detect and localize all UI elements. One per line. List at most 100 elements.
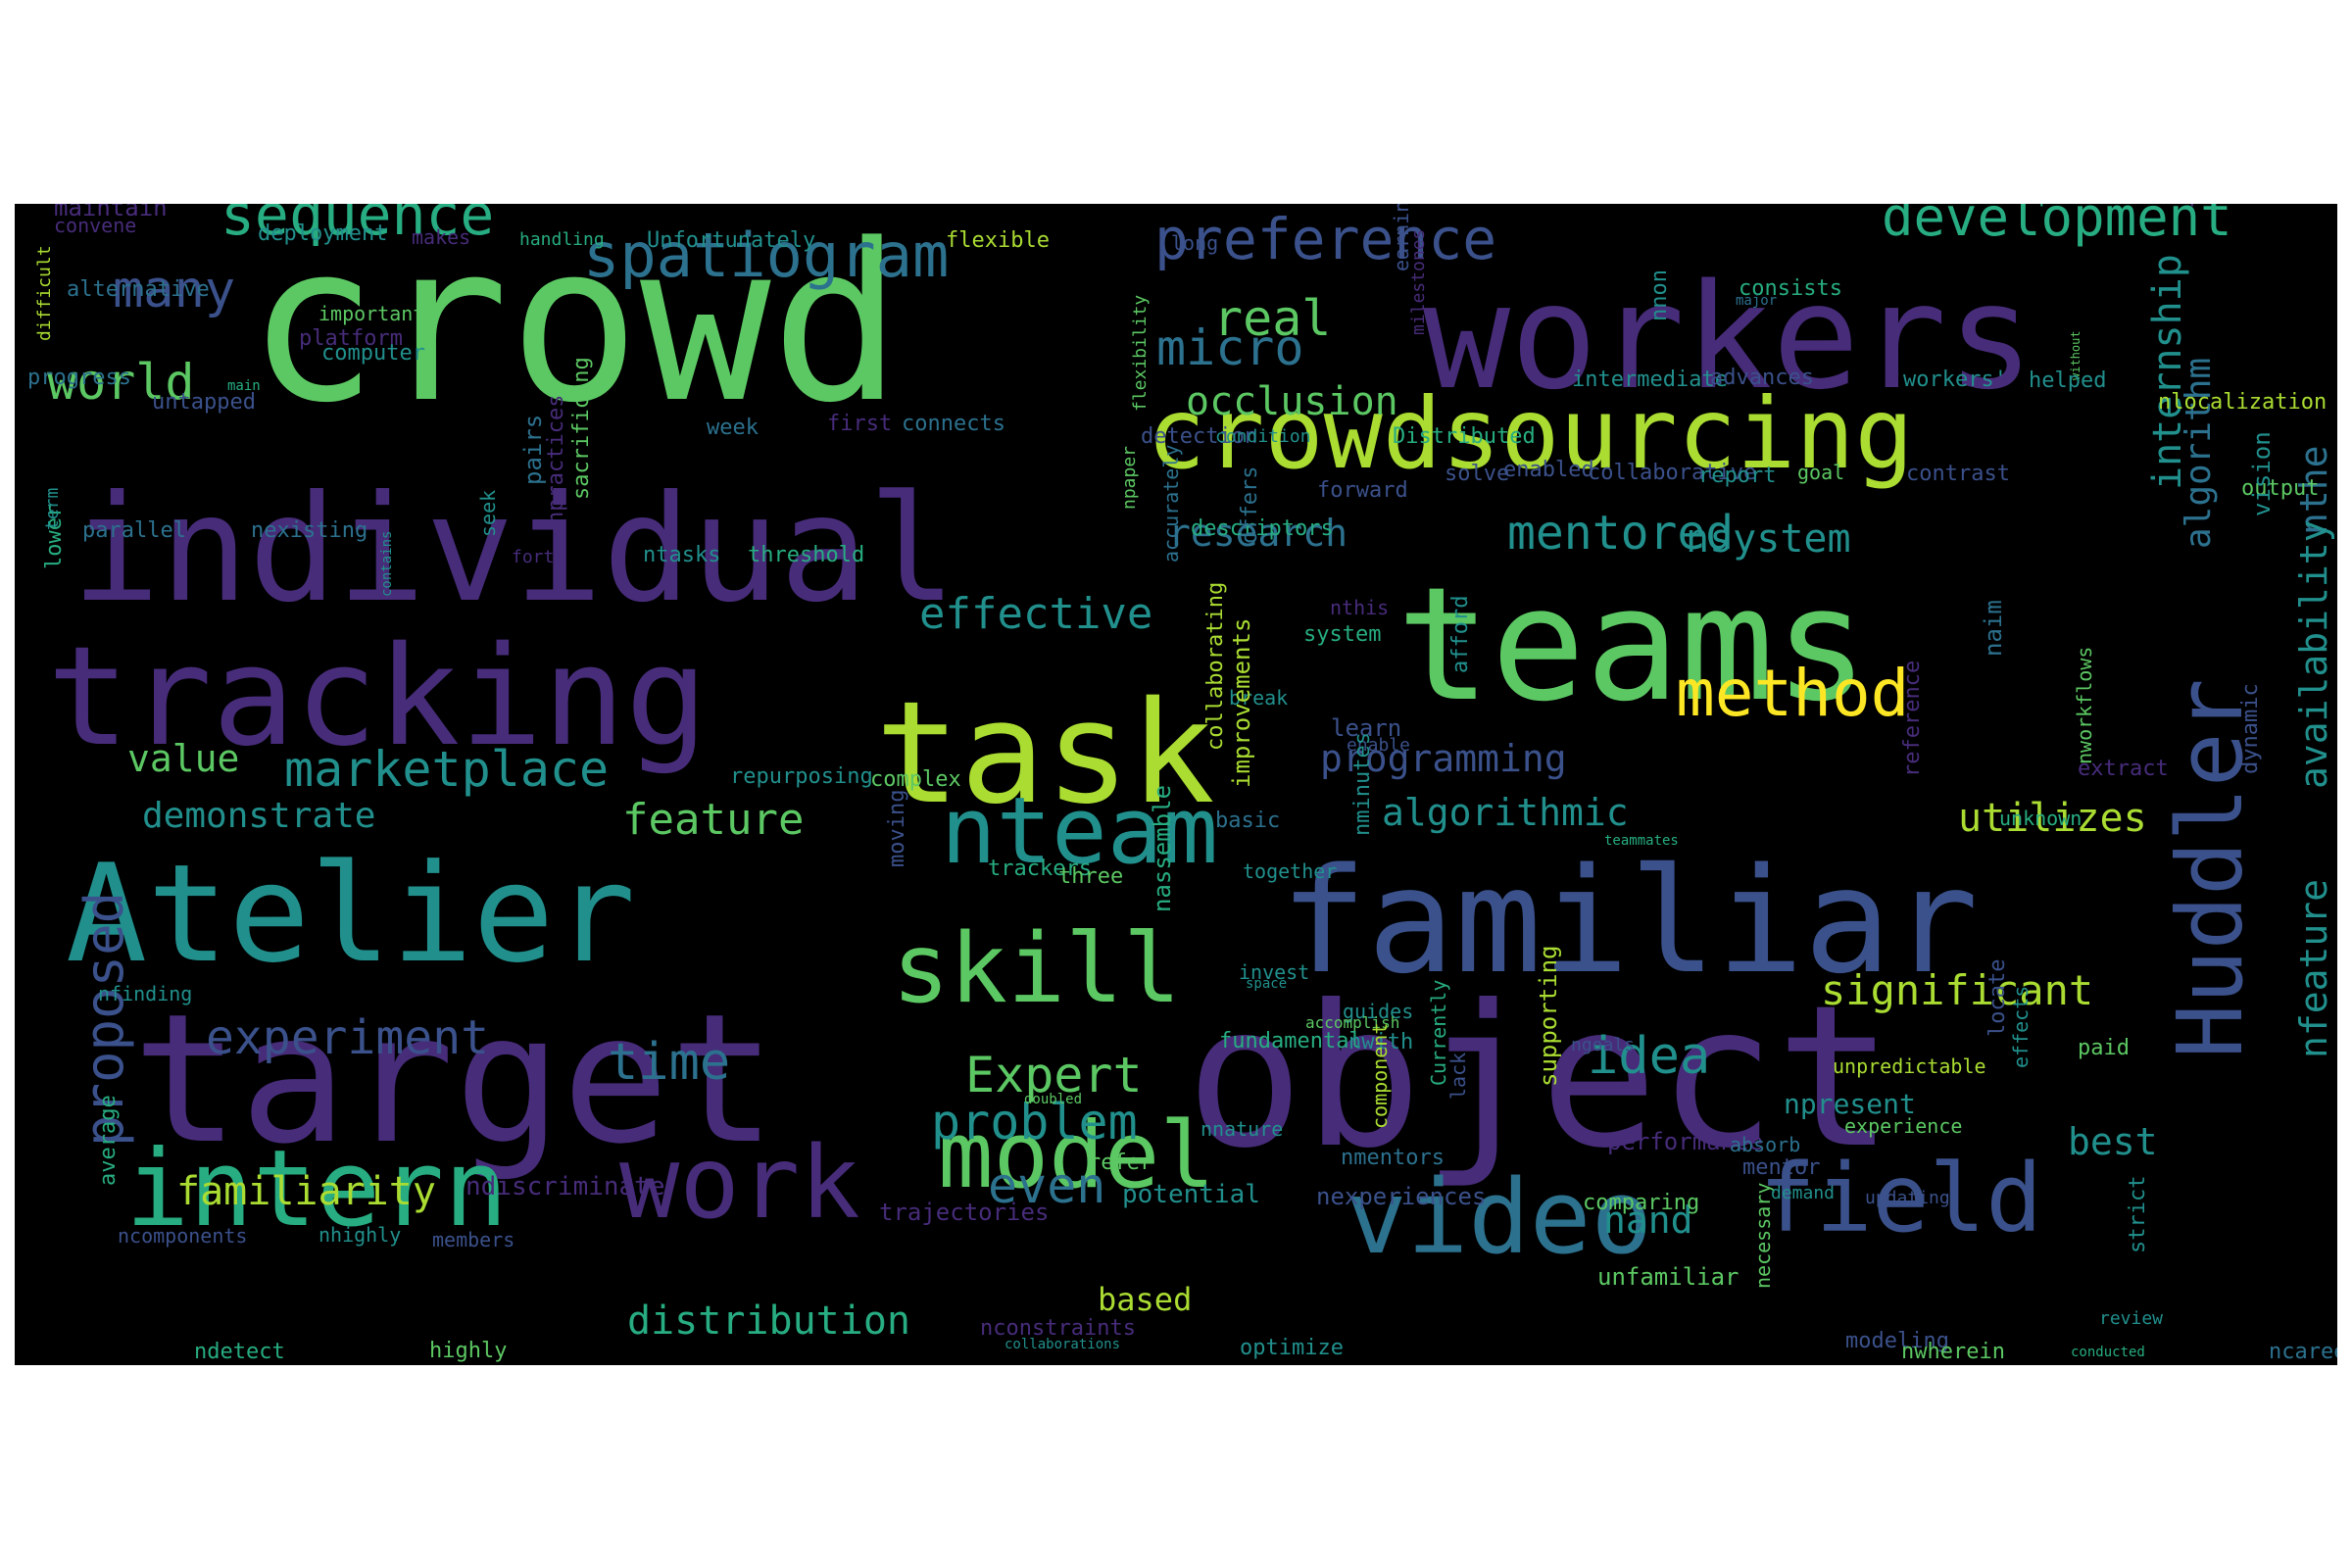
cloud-word: individual [72,465,957,635]
cloud-word: micro [1156,319,1304,376]
cloud-word: availability [2292,519,2335,789]
cloud-word: deployment [258,221,388,246]
cloud-word: output [2241,476,2320,501]
cloud-word: parallel [82,518,186,543]
cloud-word: Atelier [66,835,636,993]
cloud-word: npresent [1784,1088,1916,1120]
cloud-word: workers' [1903,368,2007,392]
cloud-word: nfinding [98,982,193,1005]
cloud-word: mentored [1507,506,1735,561]
cloud-word: forth [512,547,565,567]
cloud-word: world [47,354,195,411]
cloud-word: video [1346,1157,1653,1277]
cloud-word: contains [379,530,395,597]
cloud-word: utilizes [1958,796,2147,841]
cloud-word: lack [1446,1052,1470,1100]
cloud-word: ndiscriminate [466,1172,665,1201]
cloud-word: nwherein [1901,1340,2005,1364]
cloud-word: nlocalization [2158,390,2328,415]
cloud-word: space [1246,976,1288,992]
cloud-word: milestones [1408,228,1429,335]
cloud-word: nnature [1200,1117,1284,1141]
cloud-word: nworkflows [2073,646,2096,764]
cloud-word: target [132,975,777,1183]
cloud-word: teammates [1604,833,1679,849]
cloud-word: moving [885,789,909,867]
cloud-word: sequence [220,204,495,248]
cloud-word: object [1186,963,1894,1192]
cloud-word: maintain [54,204,168,221]
cloud-word: Currently [1427,979,1450,1086]
cloud-word: invest [1239,960,1310,984]
cloud-word: trackers [988,857,1092,881]
cloud-word: naim [1980,600,2007,657]
cloud-word: programming [1320,737,1567,780]
cloud-word: nsystem [1686,516,1851,562]
cloud-word: ntasks [643,543,721,567]
cloud-word: best [2068,1120,2158,1163]
cloud-word: pairs [519,414,547,485]
cloud-word: time [608,1033,731,1092]
cloud-word: flexibility [1130,294,1151,412]
cloud-word: progress [27,366,131,390]
cloud-word: method [1676,656,1910,731]
cloud-word: performance [1607,1128,1763,1155]
cloud-word: development [1882,204,2232,248]
cloud-word: distribution [627,1298,910,1344]
cloud-word: occlusion [1186,379,1398,424]
cloud-word: preference [1154,206,1497,272]
cloud-word: condition [1215,426,1311,447]
cloud-word: connects [902,412,1005,436]
cloud-word: advances [1710,366,1814,390]
cloud-word: modeling [1845,1329,1949,1353]
cloud-word: guides [1343,1000,1414,1023]
cloud-word: seek [476,489,500,537]
cloud-word: component [1368,1022,1392,1129]
cloud-word: major [1736,293,1778,309]
cloud-word: experience [1844,1114,1963,1138]
cloud-word: comparing [1583,1191,1700,1215]
cloud-word: report [1698,464,1777,488]
cloud-word: model [938,1102,1215,1209]
cloud-word: fundamental [1219,1029,1362,1054]
cloud-word: npractices [544,394,568,524]
cloud-word: accomplish [1305,1013,1400,1032]
cloud-word: npaper [1119,445,1140,510]
cloud-word: mentorship [1922,204,2051,207]
cloud-word: teams [1396,553,1869,736]
cloud-word: handling [519,229,605,250]
cloud-word: Unfortunately [647,228,816,253]
cloud-word: effective [919,589,1153,639]
cloud-word: flexible [946,228,1050,253]
cloud-word: intermediate [1572,368,1728,392]
cloud-word: solve [1445,462,1510,486]
cloud-word: accurately [1159,444,1183,563]
cloud-word: significant [1821,966,2094,1014]
cloud-word: basic [1215,808,1281,833]
cloud-word: system [1303,622,1382,647]
cloud-word: threshold [748,543,865,567]
cloud-word: unpredictable [1833,1054,1986,1078]
cloud-word: refer [1088,1151,1153,1175]
cloud-word: nwith [1348,1030,1414,1054]
cloud-word: Expert [965,1047,1143,1103]
cloud-word: marketplace [284,741,610,798]
cloud-word: algorithmic [1382,791,1629,834]
cloud-word: even [988,1157,1106,1214]
cloud-word: collaborative [1588,461,1757,485]
cloud-word: break [1229,686,1289,710]
cloud-word: nand [1603,1199,1693,1242]
cloud-word: nteam [941,778,1218,885]
cloud-word: instantiate [1448,204,1592,206]
cloud-word: nexperiences [1316,1183,1487,1210]
word-cloud: crowd workers individual teams task tracking A… [15,204,2337,1365]
cloud-word: highly [429,1339,508,1363]
cloud-word: difficult [34,245,55,341]
cloud-word: unfamiliar [1597,1263,1740,1291]
cloud-word: members [432,1228,515,1251]
cloud-word: conducted [2071,1345,2145,1360]
cloud-word: extract [2078,757,2169,781]
cloud-word: familiar [1280,837,1979,1005]
cloud-word: enabled [1503,458,1594,482]
cloud-word: skill [892,913,1182,1025]
